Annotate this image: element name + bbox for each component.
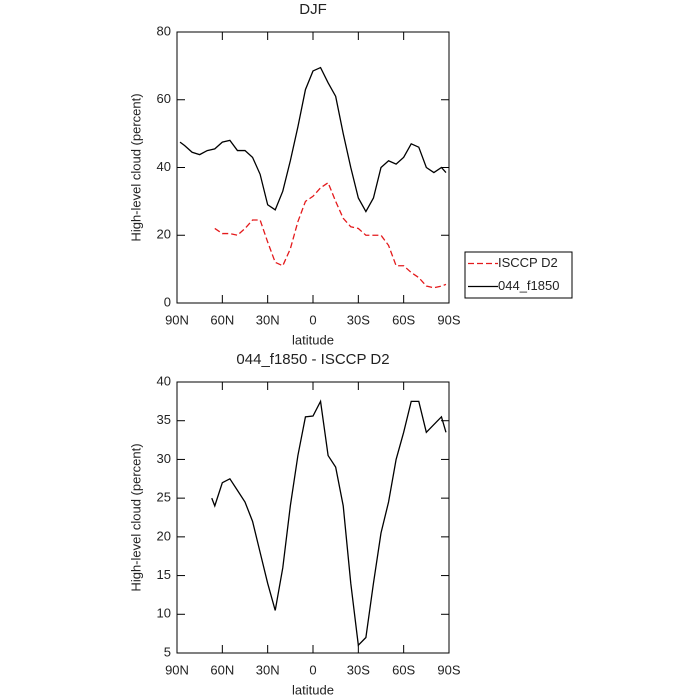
data-line — [214, 181, 447, 289]
x-tick-label: 30S — [347, 662, 370, 677]
x-axis-label: latitude — [292, 332, 334, 347]
y-tick-label: 15 — [157, 567, 171, 582]
x-tick-label: 60N — [210, 312, 234, 327]
x-tick-label: 30N — [256, 662, 280, 677]
plot-frame — [176, 31, 450, 304]
x-tick-label: 90N — [165, 662, 189, 677]
x-tick-label: 30S — [347, 312, 370, 327]
y-tick-label: 30 — [157, 451, 171, 466]
y-tick-label: 40 — [157, 373, 171, 388]
y-axis-label: High-level cloud (percent) — [128, 93, 143, 241]
x-tick-label: 60S — [392, 312, 415, 327]
x-tick-label: 60N — [210, 662, 234, 677]
chart-title: 044_f1850 - ISCCP D2 — [236, 351, 389, 368]
x-tick-label: 60S — [392, 662, 415, 677]
y-tick-label: 25 — [157, 490, 171, 505]
x-tick-label: 30N — [256, 312, 280, 327]
plot-frame — [176, 381, 450, 654]
legend-box — [464, 251, 573, 299]
y-tick-label: 0 — [164, 294, 171, 309]
y-tick-label: 40 — [157, 159, 171, 174]
data-line — [211, 399, 447, 647]
x-tick-label: 90N — [165, 312, 189, 327]
x-tick-label: 90S — [437, 662, 460, 677]
chart-title: DJF — [299, 1, 327, 18]
x-axis-label: latitude — [292, 682, 334, 697]
y-tick-label: 35 — [157, 412, 171, 427]
x-tick-label: 90S — [437, 312, 460, 327]
y-tick-label: 80 — [157, 23, 171, 38]
y-tick-label: 5 — [164, 644, 171, 659]
y-tick-label: 20 — [157, 227, 171, 242]
y-axis-label: High-level cloud (percent) — [128, 443, 143, 591]
y-tick-label: 60 — [157, 91, 171, 106]
legend-label: 044_f1850 — [498, 278, 559, 293]
x-tick-label: 0 — [309, 662, 316, 677]
x-tick-label: 0 — [309, 312, 316, 327]
legend-label: ISCCP D2 — [498, 255, 558, 270]
y-tick-label: 20 — [157, 528, 171, 543]
y-tick-label: 10 — [157, 606, 171, 621]
data-line — [179, 66, 447, 213]
